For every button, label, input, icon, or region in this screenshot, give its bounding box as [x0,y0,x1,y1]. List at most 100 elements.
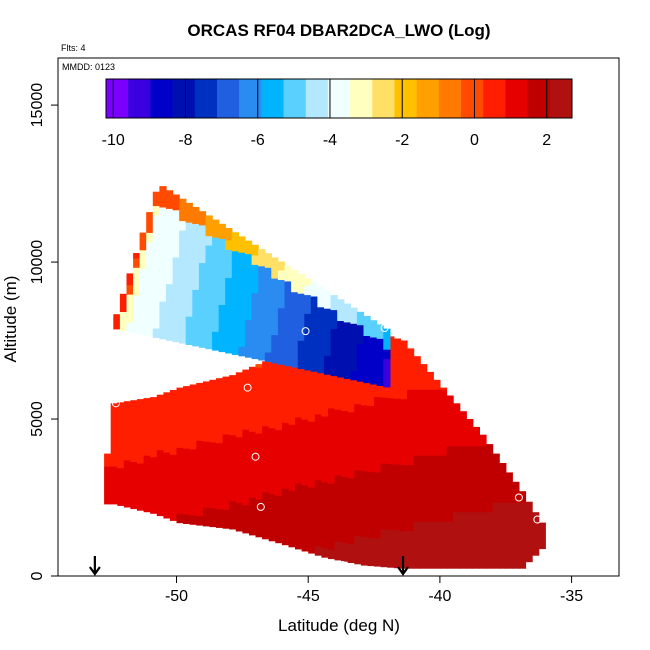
heatmap-cell [291,301,299,312]
heatmap-cell [367,537,375,548]
heatmap-cell [262,378,270,389]
heatmap-cell [251,311,259,322]
heatmap-cell [262,435,270,446]
heatmap-cell [209,441,217,452]
heatmap-cell [486,444,494,447]
heatmap-cell [321,434,329,445]
heatmap-cell [126,303,134,314]
heatmap-cell [275,420,283,431]
heatmap-cell [426,521,434,532]
heatmap-cell [172,332,180,343]
heatmap-cell [212,284,220,295]
heatmap-cell [433,398,441,409]
heatmap-cell [492,521,500,532]
heatmap-cell [291,282,299,293]
heatmap-cell [117,495,125,506]
colorbar-segment [283,79,307,118]
heatmap-cell [202,412,211,423]
heatmap-cell [387,548,395,559]
heatmap-cell [304,351,312,361]
heatmap-cell [337,358,345,369]
heatmap-cell [413,389,421,400]
heatmap-cell [354,554,362,565]
heatmap-cell [446,521,454,532]
heatmap-cell [525,533,533,544]
y-tick-label: 15000 [29,83,46,128]
heatmap-cell [235,408,243,419]
heatmap-cell [472,464,480,475]
heatmap-cell [284,265,292,272]
heatmap-cell [231,232,239,242]
heatmap-cell [407,492,415,503]
heatmap-cell [169,463,178,474]
heatmap-cell [459,483,467,494]
heatmap-cell [288,490,296,501]
heatmap-cell [150,485,158,495]
heatmap-cell [242,410,250,421]
heatmap-cell [156,477,164,488]
heatmap-cell [255,527,263,538]
heatmap-cell [393,520,401,531]
heatmap-cell [185,240,193,251]
heatmap-cell [499,502,507,513]
heatmap-cell [407,408,415,418]
flight-point [243,383,252,392]
heatmap-cell [354,497,362,508]
heatmap-cell [169,390,178,399]
heatmap-cell [166,246,174,256]
heatmap-cell [380,538,388,549]
heatmap-cell [196,506,204,517]
heatmap-cell [413,492,421,503]
heatmap-cell [152,290,160,301]
heatmap-cell [505,521,513,532]
heatmap-cell [314,460,322,471]
heatmap-cell [130,470,138,481]
heatmap-cell [242,466,250,477]
heatmap-cell [360,555,369,566]
heatmap-cell [291,291,299,302]
colorbar-tick-label: -4 [323,132,337,149]
heatmap-cell [133,304,141,315]
heatmap-cell [453,436,461,447]
heatmap-cell [229,472,237,483]
heatmap-cell [360,499,369,510]
heatmap-cell [268,484,276,495]
heatmap-cell [205,263,213,274]
heatmap-cell [255,433,263,444]
heatmap-cell [420,492,428,503]
colorbar-segment [194,79,218,118]
heatmap-cell [301,381,309,392]
heatmap-cell [466,483,474,494]
heatmap-cell [330,319,338,329]
heatmap-cell [317,306,325,317]
heatmap-cell [486,502,494,513]
colorbar-tick-label: -8 [178,132,192,149]
heatmap-cell [314,470,322,481]
heatmap-cell [172,285,180,296]
heatmap-cell [334,380,342,391]
heatmap-cell [163,433,171,444]
heatmap-cell [172,256,180,267]
heatmap-cell [433,445,441,456]
heatmap-cell [367,424,375,435]
heatmap-cell [268,446,276,457]
colorbar-segment [527,79,551,118]
heatmap-cell [110,409,118,420]
heatmap-cell [216,395,224,406]
heatmap-cell [297,340,305,351]
heatmap-cell [133,323,141,334]
heatmap-cell [235,464,243,475]
heatmap-cell [304,303,312,314]
heatmap-cell [212,237,220,247]
heatmap-cell [505,502,513,513]
heatmap-cell [505,511,513,522]
heatmap-cell [146,298,154,309]
heatmap-cell [347,477,355,488]
heatmap-cell [202,431,211,442]
heatmap-cell [176,503,184,514]
flight-point [301,327,310,336]
heatmap-cell [387,472,395,483]
heatmap-cell [367,509,375,519]
heatmap-cell [249,374,257,385]
heatmap-cell [328,502,336,512]
